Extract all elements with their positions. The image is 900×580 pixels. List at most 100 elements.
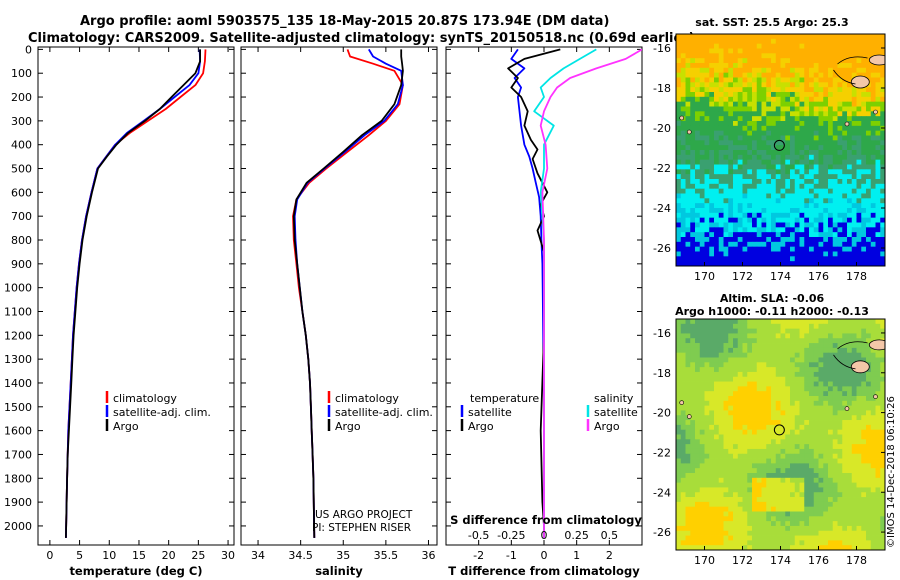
map-cell	[790, 391, 796, 397]
map-cell	[804, 352, 810, 358]
map-cell	[680, 420, 686, 426]
map-cell	[680, 130, 686, 136]
map-cell	[699, 376, 705, 382]
map-cell	[847, 535, 853, 541]
map-cell	[695, 251, 701, 257]
map-cell	[799, 179, 805, 185]
map-cell	[866, 525, 872, 532]
map-cell	[752, 227, 758, 233]
map-cell	[766, 328, 772, 334]
map-cell	[828, 362, 834, 368]
map-cell	[723, 38, 729, 45]
map-cell	[742, 420, 748, 426]
map-cell	[737, 101, 743, 107]
map-cell	[842, 38, 848, 45]
map-cell	[742, 535, 748, 541]
map-cell	[737, 179, 743, 185]
map-cell	[870, 405, 876, 411]
map-cell	[742, 396, 748, 402]
map-cell	[742, 111, 748, 117]
map-cell	[842, 48, 848, 54]
map-cell	[799, 96, 805, 103]
map-cell	[733, 237, 739, 243]
map-cell	[842, 125, 848, 132]
map-cell	[875, 405, 881, 411]
map-cell	[809, 352, 815, 358]
map-cell	[832, 145, 838, 151]
map-cell	[690, 343, 696, 349]
temperature-legend: climatology satellite-adj. clim. Argo	[105, 391, 211, 433]
map-cell	[723, 193, 729, 199]
map-cell	[809, 453, 815, 459]
map-cell	[756, 208, 762, 214]
map-cell	[799, 347, 805, 354]
map-cell	[880, 92, 885, 98]
map-cell	[742, 338, 748, 344]
map-cell	[747, 357, 753, 363]
map-cell	[832, 188, 838, 194]
map-cell	[775, 429, 781, 435]
map-cell	[775, 256, 781, 262]
map-cell	[804, 434, 810, 440]
map-cell	[761, 420, 767, 426]
map-cell	[685, 420, 691, 426]
map-cell	[851, 232, 857, 238]
map-cell	[704, 506, 710, 512]
map-cell	[875, 473, 881, 479]
map-cell	[813, 468, 819, 474]
map-cell	[704, 169, 710, 175]
map-cell	[837, 415, 843, 421]
map-cell	[680, 174, 686, 180]
map-cell	[728, 396, 734, 402]
map-cell	[832, 429, 838, 435]
map-cell	[861, 415, 867, 421]
map-cell	[847, 150, 853, 156]
map-cell	[747, 241, 753, 248]
map-cell	[790, 333, 796, 339]
map-cell	[847, 420, 853, 426]
map-cell	[756, 497, 762, 503]
map-cell	[785, 53, 791, 59]
map-cell	[737, 140, 743, 146]
map-cell	[752, 429, 758, 435]
map-cell	[837, 405, 843, 411]
map-cell	[804, 121, 810, 127]
map-cell	[875, 208, 881, 214]
map-cell	[828, 463, 834, 469]
map-cell	[685, 183, 691, 190]
map-cell	[804, 72, 810, 78]
map-cell	[742, 492, 748, 498]
map-cell	[823, 371, 829, 378]
map-cell	[685, 256, 691, 262]
map-cell	[823, 381, 829, 387]
map-cell	[690, 212, 696, 219]
map-cell	[818, 367, 824, 373]
map-cell	[737, 232, 743, 238]
map-cell	[775, 405, 781, 411]
map-cell	[723, 357, 729, 363]
map-cell	[766, 179, 772, 185]
map-cell	[771, 448, 777, 455]
map-cell	[676, 506, 682, 512]
map-cell	[880, 391, 885, 397]
map-cell	[685, 396, 691, 402]
map-cell	[756, 434, 762, 440]
map-cell	[804, 448, 810, 455]
map-cell	[866, 212, 872, 219]
map-cell	[756, 516, 762, 522]
map-cell	[799, 381, 805, 387]
map-cell	[761, 448, 767, 455]
map-cell	[728, 92, 734, 98]
map-cell	[761, 333, 767, 339]
map-cell	[742, 415, 748, 421]
map-cell	[870, 101, 876, 107]
map-cell	[690, 101, 696, 107]
map-cell	[837, 246, 843, 252]
map-cell	[737, 150, 743, 156]
map-cell	[851, 251, 857, 257]
map-cell	[847, 439, 853, 445]
map-cell	[704, 458, 710, 464]
map-cell	[752, 96, 758, 103]
map-cell	[818, 415, 824, 421]
map-cell	[823, 367, 829, 373]
